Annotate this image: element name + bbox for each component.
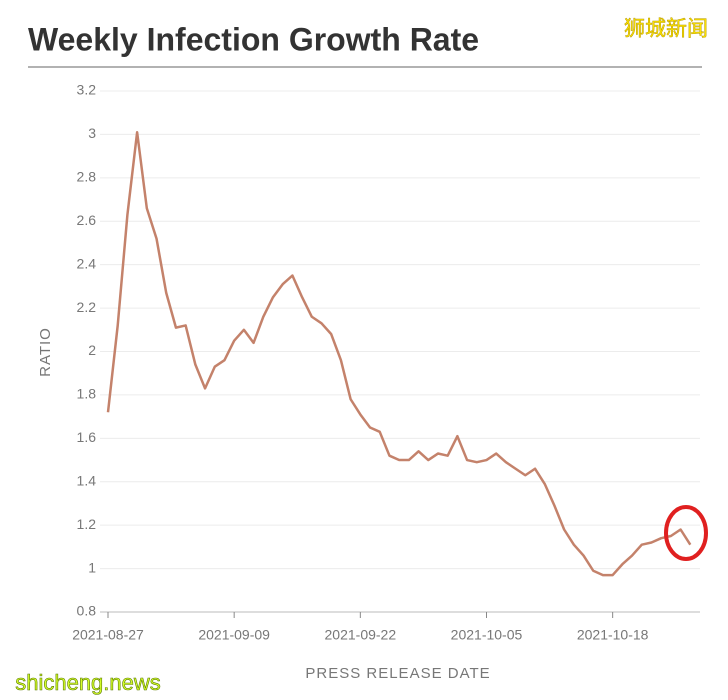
y-tick-label: 3	[88, 125, 96, 141]
highlight-circle	[664, 505, 708, 561]
y-tick-label: 2.8	[77, 169, 97, 185]
y-tick-label: 2.4	[77, 255, 97, 271]
watermark: shicheng.news	[15, 670, 161, 695]
y-tick-label: 1.6	[77, 429, 97, 445]
y-tick-label: 1.2	[77, 516, 97, 532]
y-tick-label: 0.8	[77, 603, 97, 619]
x-tick-label: 2021-09-22	[325, 627, 397, 643]
x-tick-label: 2021-10-18	[577, 627, 649, 643]
y-tick-label: 1.4	[77, 472, 97, 488]
y-tick-label: 1.8	[77, 386, 97, 402]
x-tick-label: 2021-09-09	[198, 627, 270, 643]
y-tick-label: 3.2	[77, 82, 97, 98]
y-tick-label: 2.6	[77, 212, 97, 228]
y-tick-label: 1	[88, 559, 96, 575]
watermark: 狮城新闻	[624, 18, 708, 41]
y-tick-label: 2	[88, 342, 96, 358]
y-axis-label: RATIO	[37, 327, 54, 377]
x-tick-label: 2021-08-27	[72, 627, 144, 643]
data-line	[106, 131, 692, 577]
x-axis-label: PRESS RELEASE DATE	[305, 665, 490, 682]
y-tick-label: 2.2	[77, 299, 97, 315]
x-tick-label: 2021-10-05	[451, 627, 523, 643]
chart-title: Weekly Infection Growth Rate	[28, 21, 479, 57]
